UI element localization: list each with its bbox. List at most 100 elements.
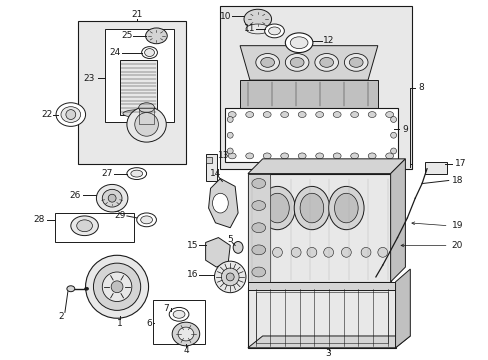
Text: 26: 26 (69, 191, 80, 200)
Ellipse shape (221, 268, 239, 286)
Polygon shape (247, 336, 409, 348)
Ellipse shape (348, 58, 362, 67)
Text: 8: 8 (417, 84, 423, 93)
Text: 11: 11 (244, 24, 255, 33)
Ellipse shape (102, 272, 132, 302)
Ellipse shape (96, 184, 128, 212)
Text: 28: 28 (34, 215, 45, 224)
Ellipse shape (306, 247, 316, 257)
Ellipse shape (285, 33, 312, 53)
Text: 19: 19 (451, 221, 462, 230)
Text: 21: 21 (131, 10, 142, 19)
Bar (225, 108, 397, 162)
Ellipse shape (290, 37, 307, 49)
Text: 29: 29 (114, 211, 125, 220)
Ellipse shape (178, 327, 193, 341)
Ellipse shape (385, 112, 393, 117)
Bar (247, 282, 395, 290)
Ellipse shape (245, 24, 269, 34)
Ellipse shape (169, 307, 188, 321)
Bar (55, 213, 134, 243)
Ellipse shape (367, 153, 375, 159)
Text: 16: 16 (187, 270, 198, 279)
Bar (205, 154, 217, 181)
Bar (139, 108, 154, 125)
Text: 5: 5 (227, 235, 233, 244)
Ellipse shape (390, 117, 396, 122)
Ellipse shape (298, 112, 305, 117)
Ellipse shape (390, 132, 396, 138)
Ellipse shape (127, 168, 146, 180)
Text: 25: 25 (121, 31, 132, 40)
Text: 12: 12 (322, 36, 334, 45)
Text: 20: 20 (451, 241, 462, 250)
Ellipse shape (56, 103, 85, 126)
Ellipse shape (71, 216, 98, 235)
Ellipse shape (227, 132, 233, 138)
Ellipse shape (141, 216, 152, 224)
Ellipse shape (226, 273, 234, 281)
Ellipse shape (385, 153, 393, 159)
Ellipse shape (173, 310, 184, 318)
Ellipse shape (122, 110, 154, 117)
Ellipse shape (145, 28, 167, 44)
Ellipse shape (67, 286, 75, 292)
Ellipse shape (291, 247, 301, 257)
Ellipse shape (263, 153, 270, 159)
Ellipse shape (251, 223, 265, 233)
Ellipse shape (263, 112, 270, 117)
Ellipse shape (135, 113, 158, 136)
Ellipse shape (298, 153, 305, 159)
Ellipse shape (251, 201, 265, 211)
Ellipse shape (360, 247, 370, 257)
Ellipse shape (260, 58, 274, 67)
Ellipse shape (268, 27, 280, 35)
Ellipse shape (172, 322, 199, 346)
Ellipse shape (111, 281, 122, 293)
Ellipse shape (300, 193, 323, 223)
Bar (240, 80, 377, 108)
Ellipse shape (214, 261, 245, 293)
Ellipse shape (255, 54, 279, 71)
Ellipse shape (332, 153, 341, 159)
Ellipse shape (259, 186, 295, 230)
Text: 1: 1 (117, 319, 122, 328)
Ellipse shape (244, 9, 271, 29)
Ellipse shape (367, 112, 375, 117)
Ellipse shape (251, 245, 265, 255)
Text: 4: 4 (183, 346, 188, 355)
Ellipse shape (265, 193, 289, 223)
Bar (247, 174, 269, 282)
Ellipse shape (233, 242, 243, 253)
Text: 14: 14 (209, 169, 221, 178)
Bar (153, 300, 204, 344)
Bar (247, 287, 395, 348)
Polygon shape (395, 269, 409, 348)
Ellipse shape (61, 107, 81, 122)
Ellipse shape (332, 112, 341, 117)
Ellipse shape (66, 110, 76, 120)
Text: 18: 18 (451, 176, 462, 185)
Text: 2: 2 (58, 312, 63, 321)
Ellipse shape (139, 103, 154, 113)
Text: 10: 10 (219, 12, 231, 21)
Bar (78, 21, 185, 164)
Ellipse shape (350, 112, 358, 117)
Ellipse shape (294, 186, 329, 230)
Ellipse shape (227, 117, 233, 122)
Ellipse shape (77, 220, 92, 231)
Ellipse shape (344, 54, 367, 71)
Ellipse shape (280, 112, 288, 117)
Text: 3: 3 (325, 349, 331, 358)
Bar (247, 174, 390, 282)
Ellipse shape (93, 263, 141, 310)
Ellipse shape (254, 247, 264, 257)
Polygon shape (205, 238, 230, 267)
Bar (424, 162, 446, 174)
Ellipse shape (328, 186, 364, 230)
Text: 27: 27 (102, 169, 113, 178)
Ellipse shape (377, 247, 387, 257)
Ellipse shape (315, 153, 323, 159)
Ellipse shape (251, 267, 265, 277)
Ellipse shape (272, 247, 282, 257)
